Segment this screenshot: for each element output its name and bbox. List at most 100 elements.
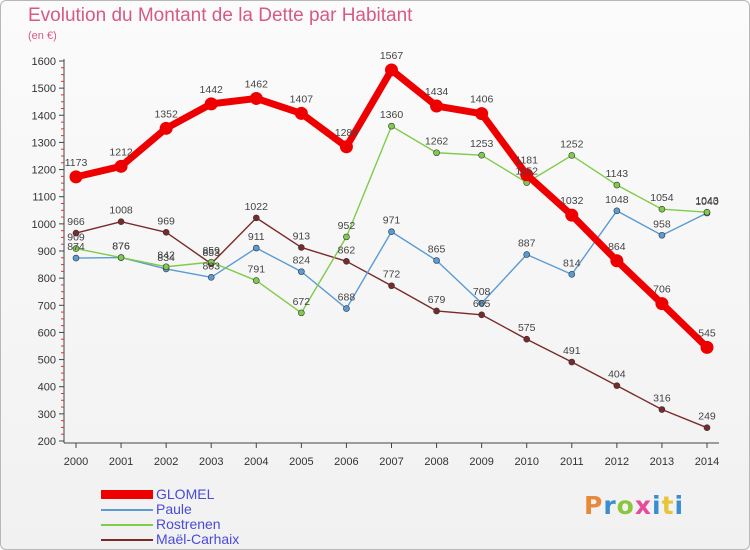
y-tick-label: 1300 <box>32 137 56 149</box>
data-point <box>252 277 260 284</box>
data-label: 803 <box>202 260 220 272</box>
data-label: 1567 <box>380 50 404 62</box>
data-label: 665 <box>473 298 491 310</box>
data-label: 1173 <box>65 157 88 169</box>
data-label: 1143 <box>606 168 629 180</box>
data-point <box>72 245 80 252</box>
data-point <box>388 122 395 130</box>
data-label: 1054 <box>650 192 674 204</box>
data-label: 1360 <box>380 109 404 121</box>
data-label: 708 <box>473 286 491 298</box>
x-tick-label: 2006 <box>334 456 358 468</box>
x-tick-label: 2010 <box>514 456 538 468</box>
data-label: 1252 <box>560 138 584 150</box>
data-point <box>343 233 350 241</box>
data-label: 1022 <box>245 201 269 213</box>
data-point <box>565 208 579 222</box>
data-point <box>114 159 128 173</box>
data-label: 952 <box>338 220 356 232</box>
logo-letter: o <box>616 491 635 520</box>
y-tick-label: 900 <box>38 246 56 258</box>
data-point <box>475 107 489 121</box>
chart-unit-label: (en €) <box>28 30 57 42</box>
data-label: 859 <box>202 245 220 257</box>
logo-letter: x <box>634 491 652 520</box>
data-label: 864 <box>608 241 626 253</box>
data-point <box>207 258 215 266</box>
data-label: 1152 <box>515 166 538 178</box>
data-label: 1284 <box>335 127 359 139</box>
data-point <box>162 263 170 271</box>
data-point <box>388 228 395 236</box>
logo-letter: i <box>674 491 685 520</box>
x-tick-label: 2003 <box>199 456 223 468</box>
data-label: 1040 <box>695 196 719 208</box>
data-label: 404 <box>608 369 626 381</box>
legend-item: GLOMEL <box>101 487 239 502</box>
x-tick-label: 2000 <box>64 456 88 468</box>
data-point <box>339 140 353 154</box>
data-point <box>294 106 308 120</box>
data-point <box>204 97 218 111</box>
data-label: 672 <box>293 296 311 308</box>
y-tick-label: 400 <box>38 382 56 394</box>
data-label: 791 <box>248 264 266 276</box>
y-tick-label: 300 <box>38 409 56 421</box>
logo-letter: r <box>603 491 617 520</box>
data-label: 1442 <box>200 84 224 96</box>
y-tick-label: 500 <box>38 355 56 367</box>
data-point <box>478 151 485 159</box>
x-tick-label: 2004 <box>244 456 268 468</box>
data-label: 814 <box>563 257 581 269</box>
data-label: 1181 <box>515 155 538 167</box>
data-label: 862 <box>338 244 356 256</box>
chart-title: Evolution du Montant de la Dette par Hab… <box>28 5 413 26</box>
legend-swatch <box>101 490 153 499</box>
data-point <box>568 152 576 159</box>
data-point <box>568 271 576 278</box>
data-label: 876 <box>112 241 130 253</box>
data-label: 575 <box>518 322 536 334</box>
data-point <box>298 268 305 275</box>
data-point <box>523 335 531 343</box>
data-label: 913 <box>293 230 311 242</box>
data-point <box>658 231 666 239</box>
data-point <box>433 149 440 157</box>
legend-label: Maël-Carhaix <box>156 531 240 547</box>
data-label: 865 <box>428 244 446 256</box>
data-label: 1434 <box>425 86 449 98</box>
data-point <box>252 244 260 252</box>
x-tick-label: 2008 <box>424 456 448 468</box>
data-point <box>658 205 666 213</box>
y-tick-label: 1000 <box>32 219 56 231</box>
data-label: 911 <box>248 231 265 243</box>
data-point <box>388 282 395 290</box>
y-tick-label: 700 <box>38 300 56 312</box>
data-point <box>613 382 621 389</box>
data-point <box>610 254 624 268</box>
data-point <box>252 214 260 222</box>
data-point <box>159 121 173 135</box>
y-tick-label: 1500 <box>32 83 56 95</box>
legend-label: Paule <box>156 501 192 517</box>
y-tick-label: 600 <box>38 327 56 339</box>
logo-letter: i <box>652 491 662 520</box>
legend-label: Rostrenen <box>156 516 221 532</box>
data-label: 853 <box>202 247 220 259</box>
data-label: 874 <box>67 241 85 253</box>
data-label: 958 <box>653 218 671 230</box>
legend-swatch <box>101 538 153 541</box>
data-label: 842 <box>157 250 175 262</box>
data-point <box>568 358 576 366</box>
data-point <box>703 208 711 216</box>
legend-item: Paule <box>101 502 239 517</box>
legend-swatch <box>101 523 153 526</box>
y-tick-label: 1100 <box>32 192 56 204</box>
logo-letter: P <box>584 491 604 520</box>
y-tick-label: 200 <box>38 436 56 448</box>
data-label: 1043 <box>695 195 719 207</box>
data-label: 824 <box>293 255 311 267</box>
x-tick-label: 2007 <box>379 456 403 468</box>
